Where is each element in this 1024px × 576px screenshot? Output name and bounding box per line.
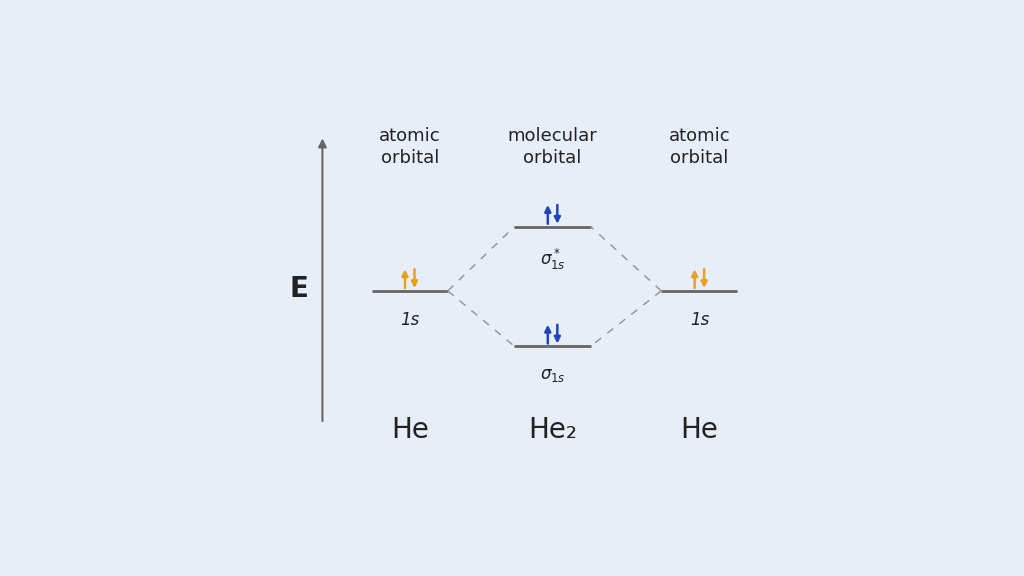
Text: E: E	[289, 275, 308, 302]
Text: atomic
orbital: atomic orbital	[379, 127, 440, 167]
Text: He₂: He₂	[528, 416, 578, 444]
Text: He: He	[391, 416, 429, 444]
Text: atomic
orbital: atomic orbital	[669, 127, 730, 167]
Text: He: He	[681, 416, 718, 444]
Text: $\sigma^*_{1s}$: $\sigma^*_{1s}$	[540, 247, 565, 272]
Text: 1s: 1s	[690, 311, 709, 329]
Text: $\sigma_{1s}$: $\sigma_{1s}$	[540, 366, 565, 384]
Text: molecular
orbital: molecular orbital	[508, 127, 597, 167]
Text: 1s: 1s	[400, 311, 420, 329]
